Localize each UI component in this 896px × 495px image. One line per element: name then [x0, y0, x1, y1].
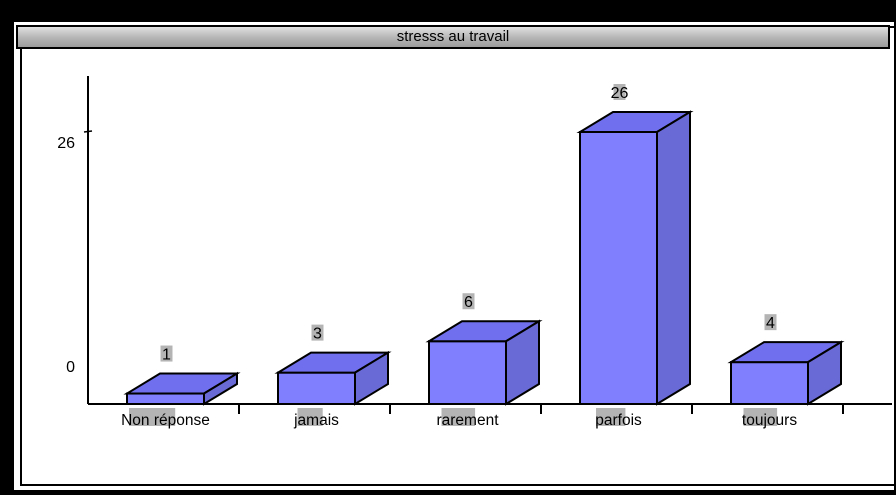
bar-front	[730, 361, 809, 405]
data-label: 1	[162, 347, 171, 364]
bar-front	[126, 392, 205, 405]
category-label-bg	[441, 408, 476, 426]
data-label-bg	[613, 84, 626, 100]
data-label: 6	[464, 294, 473, 311]
bar-front	[277, 371, 356, 406]
data-label: 3	[313, 326, 322, 343]
data-label: 26	[611, 85, 629, 102]
y-tick	[83, 130, 93, 133]
category-label-bg	[743, 408, 778, 426]
category-label: Non réponse	[121, 412, 210, 429]
y-tick-label: 26	[57, 135, 75, 152]
category-label-bg	[596, 408, 626, 426]
bar-side	[807, 340, 842, 406]
data-label: 4	[766, 315, 775, 332]
bar-side	[505, 319, 540, 406]
y-tick-label: 0	[66, 359, 75, 376]
bar-side	[656, 110, 691, 406]
category-label-bg	[129, 408, 176, 426]
category-label: jamais	[293, 412, 339, 429]
category-label: parfois	[595, 412, 642, 429]
category-label: rarement	[436, 412, 499, 429]
bar-side	[354, 350, 389, 406]
data-label-bg	[462, 293, 475, 310]
chart-title: stresss au travail	[16, 25, 890, 49]
bar-side	[203, 371, 238, 406]
category-label-bg	[297, 408, 323, 426]
data-label-bg	[160, 345, 173, 362]
data-label-bg	[764, 314, 777, 331]
category-label: toujours	[742, 412, 797, 429]
bar-front	[579, 131, 658, 405]
bar-front	[428, 340, 507, 406]
data-label-bg	[311, 324, 324, 341]
